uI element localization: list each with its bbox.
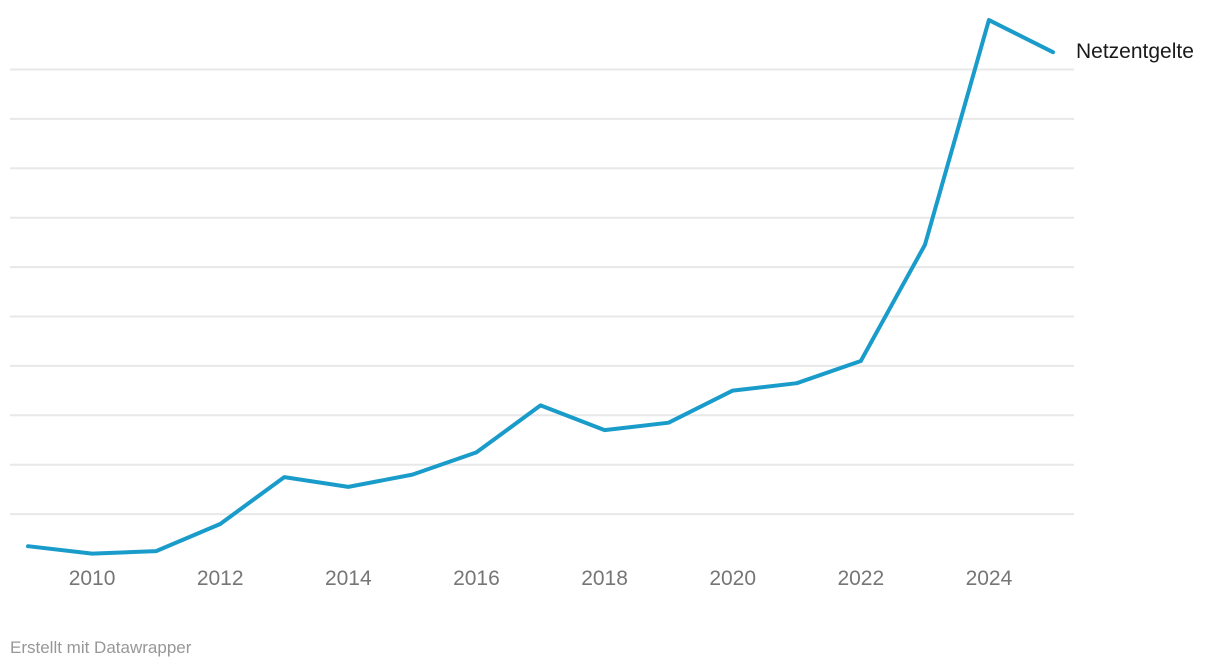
x-axis-tick-label: 2014 xyxy=(325,567,372,590)
x-axis-tick-label: 2012 xyxy=(197,567,244,590)
series-line-netzentgelte xyxy=(26,18,1055,556)
x-axis-tick-label: 2020 xyxy=(709,567,756,590)
x-axis-tick-label: 2024 xyxy=(966,567,1013,590)
x-axis-tick-label: 2018 xyxy=(581,567,628,590)
chart-canvas: 2010 2012 2014 2016 2018 2020 2022 2024 Netzent… xyxy=(10,18,1194,590)
x-axis: 2010 2012 2014 2016 2018 2020 2022 2024 xyxy=(69,567,1013,590)
x-axis-tick-label: 2016 xyxy=(453,567,500,590)
x-axis-tick-label: 2010 xyxy=(69,567,116,590)
datawrapper-attribution-link[interactable]: Erstellt mit Datawrapper xyxy=(10,638,192,657)
gridlines-group xyxy=(10,68,1074,516)
x-axis-tick-label: 2022 xyxy=(837,567,884,590)
series-label: Netzentgelte xyxy=(1076,40,1194,63)
